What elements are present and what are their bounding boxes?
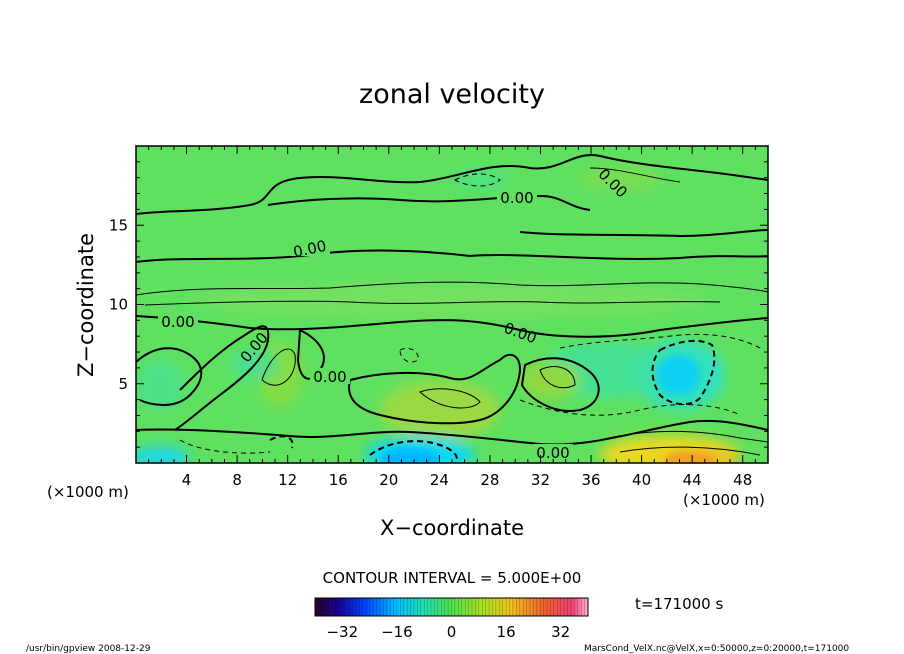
- contour-label: 0.00: [500, 189, 533, 207]
- x-axis-label: X−coordinate: [380, 516, 524, 540]
- x-tick-label: 8: [232, 471, 242, 489]
- chart-title: zonal velocity: [359, 79, 545, 110]
- x-unit-left: (×1000 m): [47, 483, 129, 501]
- y-tick-label: 15: [109, 216, 128, 234]
- footer-left: /usr/bin/gpview 2008-12-29: [26, 644, 151, 654]
- colorbar-tick-label: 0: [447, 623, 457, 641]
- y-axis-label: Z−coordinate: [74, 233, 98, 377]
- contour-label: 0.00: [161, 313, 194, 331]
- footer-right: MarsCond_VelX.nc@VelX,x=0:50000,z=0:2000…: [584, 644, 849, 654]
- x-tick-label: 40: [632, 471, 651, 489]
- contour-interval: CONTOUR INTERVAL = 5.000E+00: [323, 569, 582, 587]
- colorbar: −32 −16 0 16 32: [314, 597, 589, 641]
- velocity-field: [136, 146, 768, 463]
- x-axis: 4 8 12 16 20 24 28 32 36 40 44 48: [148, 146, 756, 489]
- x-tick-label: 12: [278, 471, 297, 489]
- x-tick-label: 32: [531, 471, 550, 489]
- y-axis: 5 10 15: [109, 161, 768, 448]
- x-tick-label: 44: [683, 471, 702, 489]
- x-tick-label: 48: [733, 471, 752, 489]
- x-tick-label: 16: [329, 471, 348, 489]
- x-unit-right: (×1000 m): [683, 491, 765, 509]
- colorbar-tick-label: −32: [326, 623, 358, 641]
- x-tick-label: 28: [480, 471, 499, 489]
- x-tick-label: 36: [581, 471, 600, 489]
- x-tick-label: 20: [379, 471, 398, 489]
- contour-labels: 0.00 0.00 0.00 0.00 0.00 0.00 0.00 0.00: [158, 165, 631, 462]
- x-tick-label: 24: [430, 471, 449, 489]
- y-tick-label: 10: [109, 296, 128, 314]
- colorbar-tick-label: 16: [497, 623, 516, 641]
- y-tick-label: 5: [118, 375, 128, 393]
- contour-label: 0.00: [313, 368, 346, 386]
- colorbar-tick-label: −16: [381, 623, 413, 641]
- contour-label: 0.00: [536, 444, 569, 462]
- time-label: t=171000 s: [635, 595, 723, 613]
- colorbar-tick-label: 32: [551, 623, 570, 641]
- x-tick-label: 4: [182, 471, 192, 489]
